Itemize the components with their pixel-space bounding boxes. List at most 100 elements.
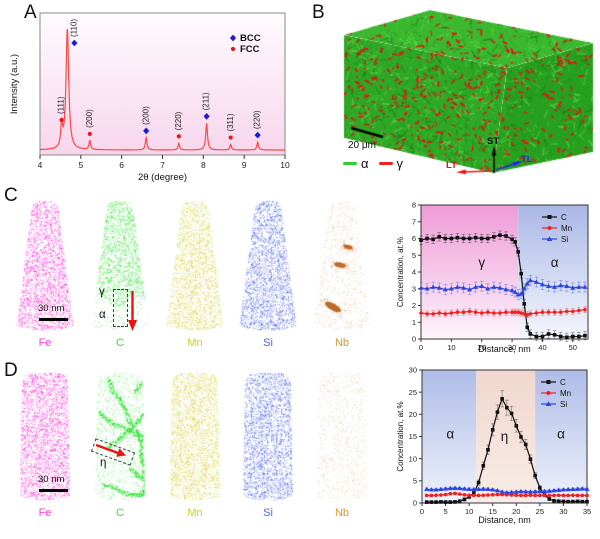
svg-text:2θ (degree): 2θ (degree) bbox=[138, 172, 187, 183]
svg-text:γ: γ bbox=[478, 255, 485, 270]
apt-map-fe: Fe bbox=[3, 197, 87, 349]
svg-text:5: 5 bbox=[443, 507, 447, 516]
alpha-legend-swatch bbox=[343, 161, 357, 166]
scale-bar-label-d: 30 nm bbox=[38, 474, 65, 485]
apt-map-element-label: Si bbox=[263, 337, 273, 349]
svg-text:(311): (311) bbox=[226, 113, 235, 131]
apt-map-fe: Fe bbox=[3, 370, 87, 519]
svg-text:7: 7 bbox=[412, 217, 416, 226]
svg-text:5: 5 bbox=[413, 476, 417, 485]
apt-map-element-label: Nb bbox=[334, 337, 350, 349]
svg-text:α: α bbox=[446, 427, 454, 442]
scale-bar-label-b: 20 μm bbox=[348, 140, 376, 151]
apt-map-canvas bbox=[78, 370, 162, 516]
svg-text:20: 20 bbox=[478, 343, 486, 352]
apt-map-nb: Nb bbox=[300, 197, 384, 349]
scale-bar-line-c bbox=[39, 318, 68, 321]
profile-arrow-d bbox=[95, 443, 126, 457]
svg-text:α: α bbox=[557, 427, 565, 442]
svg-text:8: 8 bbox=[412, 201, 416, 210]
phase-legend: α γ bbox=[343, 156, 403, 171]
apt-map-element-label: C bbox=[116, 507, 124, 519]
svg-text:0: 0 bbox=[413, 499, 417, 508]
svg-text:0: 0 bbox=[420, 507, 424, 516]
panel-label-d: D bbox=[4, 360, 18, 381]
svg-text:4: 4 bbox=[412, 268, 416, 277]
phase-map-3d-canvas bbox=[300, 0, 600, 185]
svg-text:(200): (200) bbox=[85, 109, 94, 128]
svg-text:9: 9 bbox=[242, 160, 247, 170]
roi-box-c bbox=[113, 289, 128, 327]
eta-annotation: η bbox=[100, 457, 107, 469]
svg-text:50: 50 bbox=[569, 343, 577, 352]
gamma-legend-label: γ bbox=[396, 156, 404, 171]
svg-text:2: 2 bbox=[412, 301, 416, 310]
apt-map-canvas bbox=[226, 370, 310, 516]
panel-label-b: B bbox=[312, 2, 325, 23]
svg-text:(220): (220) bbox=[253, 110, 262, 129]
apt-map-si: Si bbox=[226, 370, 310, 519]
svg-text:Si: Si bbox=[561, 235, 568, 244]
svg-text:FCC: FCC bbox=[240, 44, 260, 55]
svg-text:5: 5 bbox=[412, 251, 416, 260]
gamma-annotation: γ bbox=[99, 286, 105, 298]
alpha-annotation: α bbox=[99, 309, 106, 321]
svg-text:Mn: Mn bbox=[561, 224, 572, 233]
svg-text:20: 20 bbox=[512, 507, 520, 516]
svg-text:30: 30 bbox=[508, 343, 516, 352]
svg-text:0: 0 bbox=[419, 343, 423, 352]
svg-text:Mn: Mn bbox=[560, 389, 571, 398]
svg-text:Concentration, at.%: Concentration, at.% bbox=[396, 401, 405, 471]
apt-map-canvas bbox=[3, 197, 87, 343]
apt-map-canvas bbox=[226, 197, 310, 343]
svg-text:10: 10 bbox=[409, 454, 417, 463]
apt-map-element-label: Mn bbox=[187, 337, 203, 349]
xrd-chart: 4 5 6 7 8 9 10 2θ (degree) Intensity (a.u.) (111)… bbox=[0, 0, 300, 188]
concentration-profile-c: 0 1 2 3 4 5 6 7 8 0 10 20 30 40 50 Distance, nm Concentr… bbox=[395, 185, 600, 365]
apt-map-mn: Mn bbox=[153, 197, 237, 349]
svg-text:30: 30 bbox=[559, 507, 567, 516]
concentration-profile-d: 0 5 10 15 20 25 30 0 5 10 15 20 25 30 35 Distance, nm Co… bbox=[395, 360, 600, 539]
svg-text:Concentration, at.%: Concentration, at.% bbox=[396, 237, 405, 307]
svg-text:(220): (220) bbox=[174, 111, 183, 130]
svg-text:40: 40 bbox=[538, 343, 546, 352]
apt-map-element-label: Fe bbox=[38, 507, 52, 519]
svg-text:25: 25 bbox=[409, 388, 417, 397]
apt-map-element-label: Nb bbox=[334, 507, 350, 519]
svg-text:(200): (200) bbox=[141, 106, 150, 125]
svg-text:Distance, nm: Distance, nm bbox=[478, 344, 531, 354]
panel-b-phase-map: B 20 μm α γ ST LT TL bbox=[300, 0, 600, 185]
svg-text:η: η bbox=[501, 429, 509, 444]
svg-text:30: 30 bbox=[409, 366, 417, 375]
svg-text:20: 20 bbox=[409, 410, 417, 419]
apt-map-canvas bbox=[300, 197, 384, 343]
alpha-legend-label: α bbox=[361, 156, 369, 171]
apt-map-canvas bbox=[153, 197, 237, 343]
svg-text:4: 4 bbox=[38, 160, 43, 170]
apt-map-canvas bbox=[300, 370, 384, 516]
panel-a-xrd: A 4 5 6 7 8 9 10 2θ (degree) Intensity (a.u.) (11… bbox=[0, 0, 300, 185]
svg-text:Distance, nm: Distance, nm bbox=[478, 515, 531, 525]
apt-map-element-label: Mn bbox=[187, 507, 203, 519]
apt-map-canvas bbox=[3, 370, 87, 516]
svg-text:5: 5 bbox=[78, 160, 83, 170]
scale-bar-line-d bbox=[39, 489, 68, 492]
svg-text:C: C bbox=[561, 213, 567, 222]
svg-text:10: 10 bbox=[447, 343, 455, 352]
panel-label-c: C bbox=[4, 185, 18, 206]
svg-text:15: 15 bbox=[409, 432, 417, 441]
svg-text:3: 3 bbox=[412, 284, 416, 293]
svg-text:7: 7 bbox=[160, 160, 165, 170]
svg-text:C: C bbox=[560, 378, 566, 387]
axis-label-lt: LT bbox=[446, 160, 457, 171]
axis-label-st: ST bbox=[487, 136, 500, 147]
svg-text:0: 0 bbox=[412, 335, 416, 344]
svg-text:35: 35 bbox=[583, 507, 591, 516]
profile-arrow-c bbox=[128, 291, 137, 331]
apt-map-canvas bbox=[78, 197, 162, 343]
svg-text:Si: Si bbox=[560, 400, 567, 409]
apt-map-element-label: Si bbox=[263, 507, 273, 519]
svg-text:α: α bbox=[551, 255, 559, 270]
svg-text:8: 8 bbox=[201, 160, 206, 170]
apt-map-c: C bbox=[78, 197, 162, 349]
